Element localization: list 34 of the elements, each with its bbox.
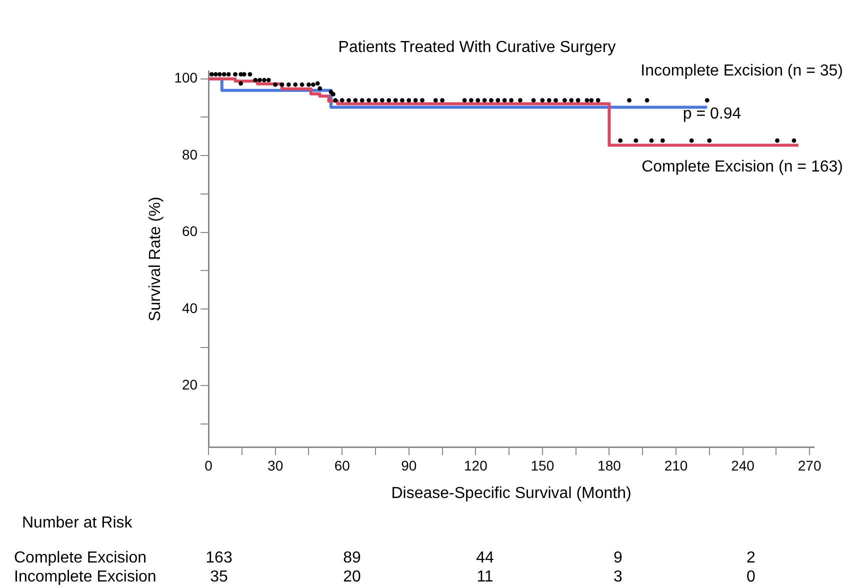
y-tick-label: 20 [182, 376, 198, 393]
x-tick-label: 60 [334, 457, 350, 474]
text: Incomplete Excision [14, 568, 156, 586]
text: 0 [746, 568, 756, 586]
y-tick-label: 100 [174, 70, 198, 86]
series-label: Complete Excision (n = 163) [642, 158, 843, 176]
x-tick-label: 210 [664, 457, 688, 474]
y-tick-label: 60 [182, 223, 198, 240]
text: 2 [746, 549, 756, 566]
x-tick-label: 180 [598, 457, 622, 474]
text: 9 [614, 549, 623, 566]
text: Complete Excision [14, 549, 146, 566]
text: Number at Risk [22, 514, 134, 532]
y-tick-label: 40 [182, 300, 198, 316]
text: 35 [210, 568, 228, 586]
x-tick-label: 150 [530, 457, 554, 474]
text: 11 [476, 568, 494, 586]
chart-title: Patients Treated With Curative Surgery [338, 39, 616, 56]
x-tick-label: 120 [464, 457, 488, 474]
x-tick-label: 90 [401, 457, 417, 474]
series-label: Incomplete Excision (n = 35) [640, 62, 843, 80]
text: 44 [476, 549, 494, 566]
x-tick-label: 30 [268, 457, 284, 474]
text: 20 [343, 568, 361, 586]
x-tick-label: 240 [731, 457, 755, 474]
text: 163 [206, 549, 232, 566]
x-tick-label: 0 [204, 457, 213, 474]
x-tick-label: 270 [798, 457, 822, 474]
y-axis-title: Survival Rate (%) [147, 196, 164, 322]
text: 89 [343, 549, 361, 566]
y-tick-label: 80 [182, 146, 198, 162]
annotation: p = 0.94 [682, 105, 742, 122]
text: 3 [614, 568, 623, 586]
x-axis-title: Disease-Specific Survival (Month) [391, 484, 632, 502]
